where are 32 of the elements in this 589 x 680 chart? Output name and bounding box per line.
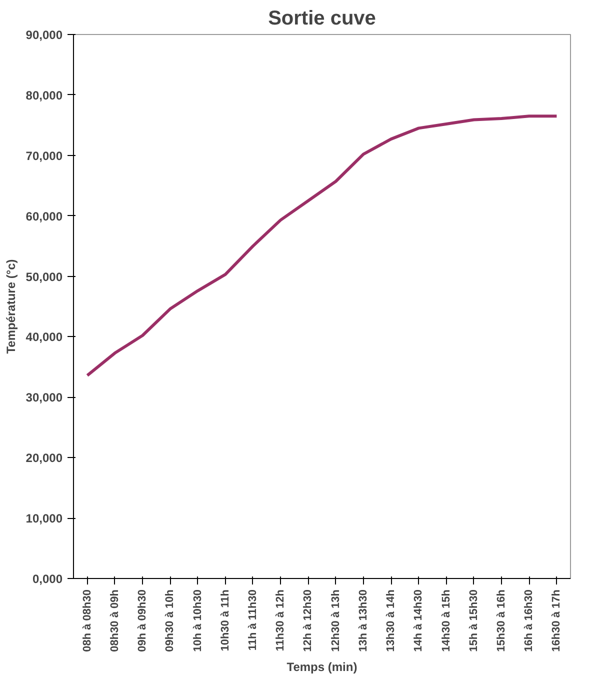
y-tick-label: 50,000 [26,270,63,284]
x-tick-label: 11h à 11h30 [246,589,259,651]
chart-title: Sortie cuve [268,8,376,30]
x-tick-label: 08h30 à 09h [108,589,121,652]
x-tick-label: 13h30 à 14h [385,589,398,652]
x-tick-label: 10h à 10h30 [192,590,204,652]
x-tick-label: 08h à 08h30 [81,590,94,652]
x-tick-label: 09h30 à 10h [164,589,176,652]
x-axis-title: Temps (min) [286,660,358,674]
x-tick-label: 13h à 13h30 [357,590,370,652]
x-tick-label: 10h30 à 11h [219,589,232,652]
x-tick-label: 11h30 à 12h [274,589,287,652]
y-tick-label: 20,000 [26,451,63,466]
x-tick-label: 16h30 à 17h [550,589,563,652]
x-tick-label: 09h à 09h30 [136,590,149,652]
line-series [86,114,558,377]
y-tick-label: 30,000 [26,390,63,405]
x-tick-label: 14h à 14h30 [412,590,425,652]
x-tick-label: 15h à 15h30 [468,590,480,652]
y-tick-label: 80,000 [26,88,63,102]
x-tick-label: 15h30 à 16h [495,589,508,652]
x-tick-label: 14h30 à 15h [440,589,452,652]
y-tick-label: 40,000 [26,330,63,344]
y-tick-label: 10,000 [26,512,63,526]
x-tick-label: 12h30 à 13h [330,589,342,652]
x-tick-label: 12h à 12h30 [302,590,314,652]
y-tick-label: 70,000 [26,148,63,163]
y-tick-label: 90,000 [26,28,63,42]
y-tick-label: 0,000 [32,572,63,586]
y-tick-label: 60,000 [26,209,63,224]
x-tick-label: 16h à 16h30 [523,590,536,652]
y-axis-title: Température (°c) [4,259,18,354]
